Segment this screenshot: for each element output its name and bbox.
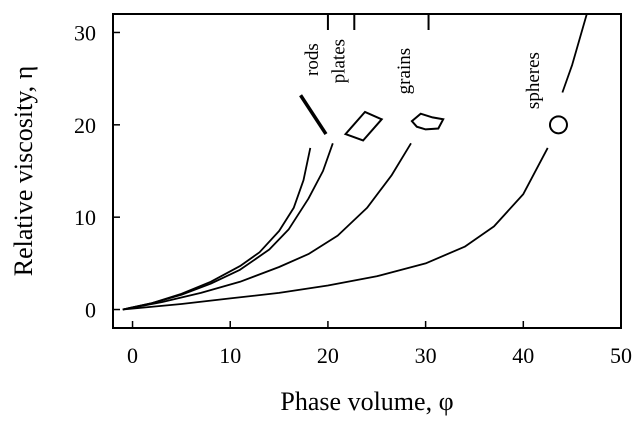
y-tick-label: 0 [85, 298, 96, 323]
x-tick-label: 10 [219, 343, 241, 368]
x-tick-label: 20 [317, 343, 339, 368]
sphere-icon [548, 115, 568, 135]
plate-icon [343, 110, 384, 142]
series-line-rods [122, 147, 312, 311]
x-tick-label: 0 [127, 343, 138, 368]
series-line-plates [122, 142, 334, 311]
grain-icon [410, 112, 445, 131]
curve-label-spheres: spheres [523, 52, 544, 109]
series-line-spheres [122, 147, 549, 311]
curve-label-grains: grains [394, 48, 415, 94]
x-tick-label: 30 [415, 343, 437, 368]
y-tick-label: 20 [74, 113, 96, 138]
x-tick-label: 40 [512, 343, 534, 368]
plot-frame [112, 13, 622, 329]
x-axis-title: Phase volume, φ [280, 387, 453, 416]
y-tick-label: 10 [74, 205, 96, 230]
y-axis-title: Relative viscosity, η [9, 66, 38, 277]
x-tick-label: 50 [610, 343, 632, 368]
rod-icon [299, 94, 328, 136]
y-tick-label: 30 [74, 20, 96, 45]
curve-label-plates: plates [328, 39, 349, 83]
series-line-grains [122, 142, 412, 311]
curve-label-rods: rods [302, 43, 323, 76]
series-line-upper [561, 13, 588, 93]
